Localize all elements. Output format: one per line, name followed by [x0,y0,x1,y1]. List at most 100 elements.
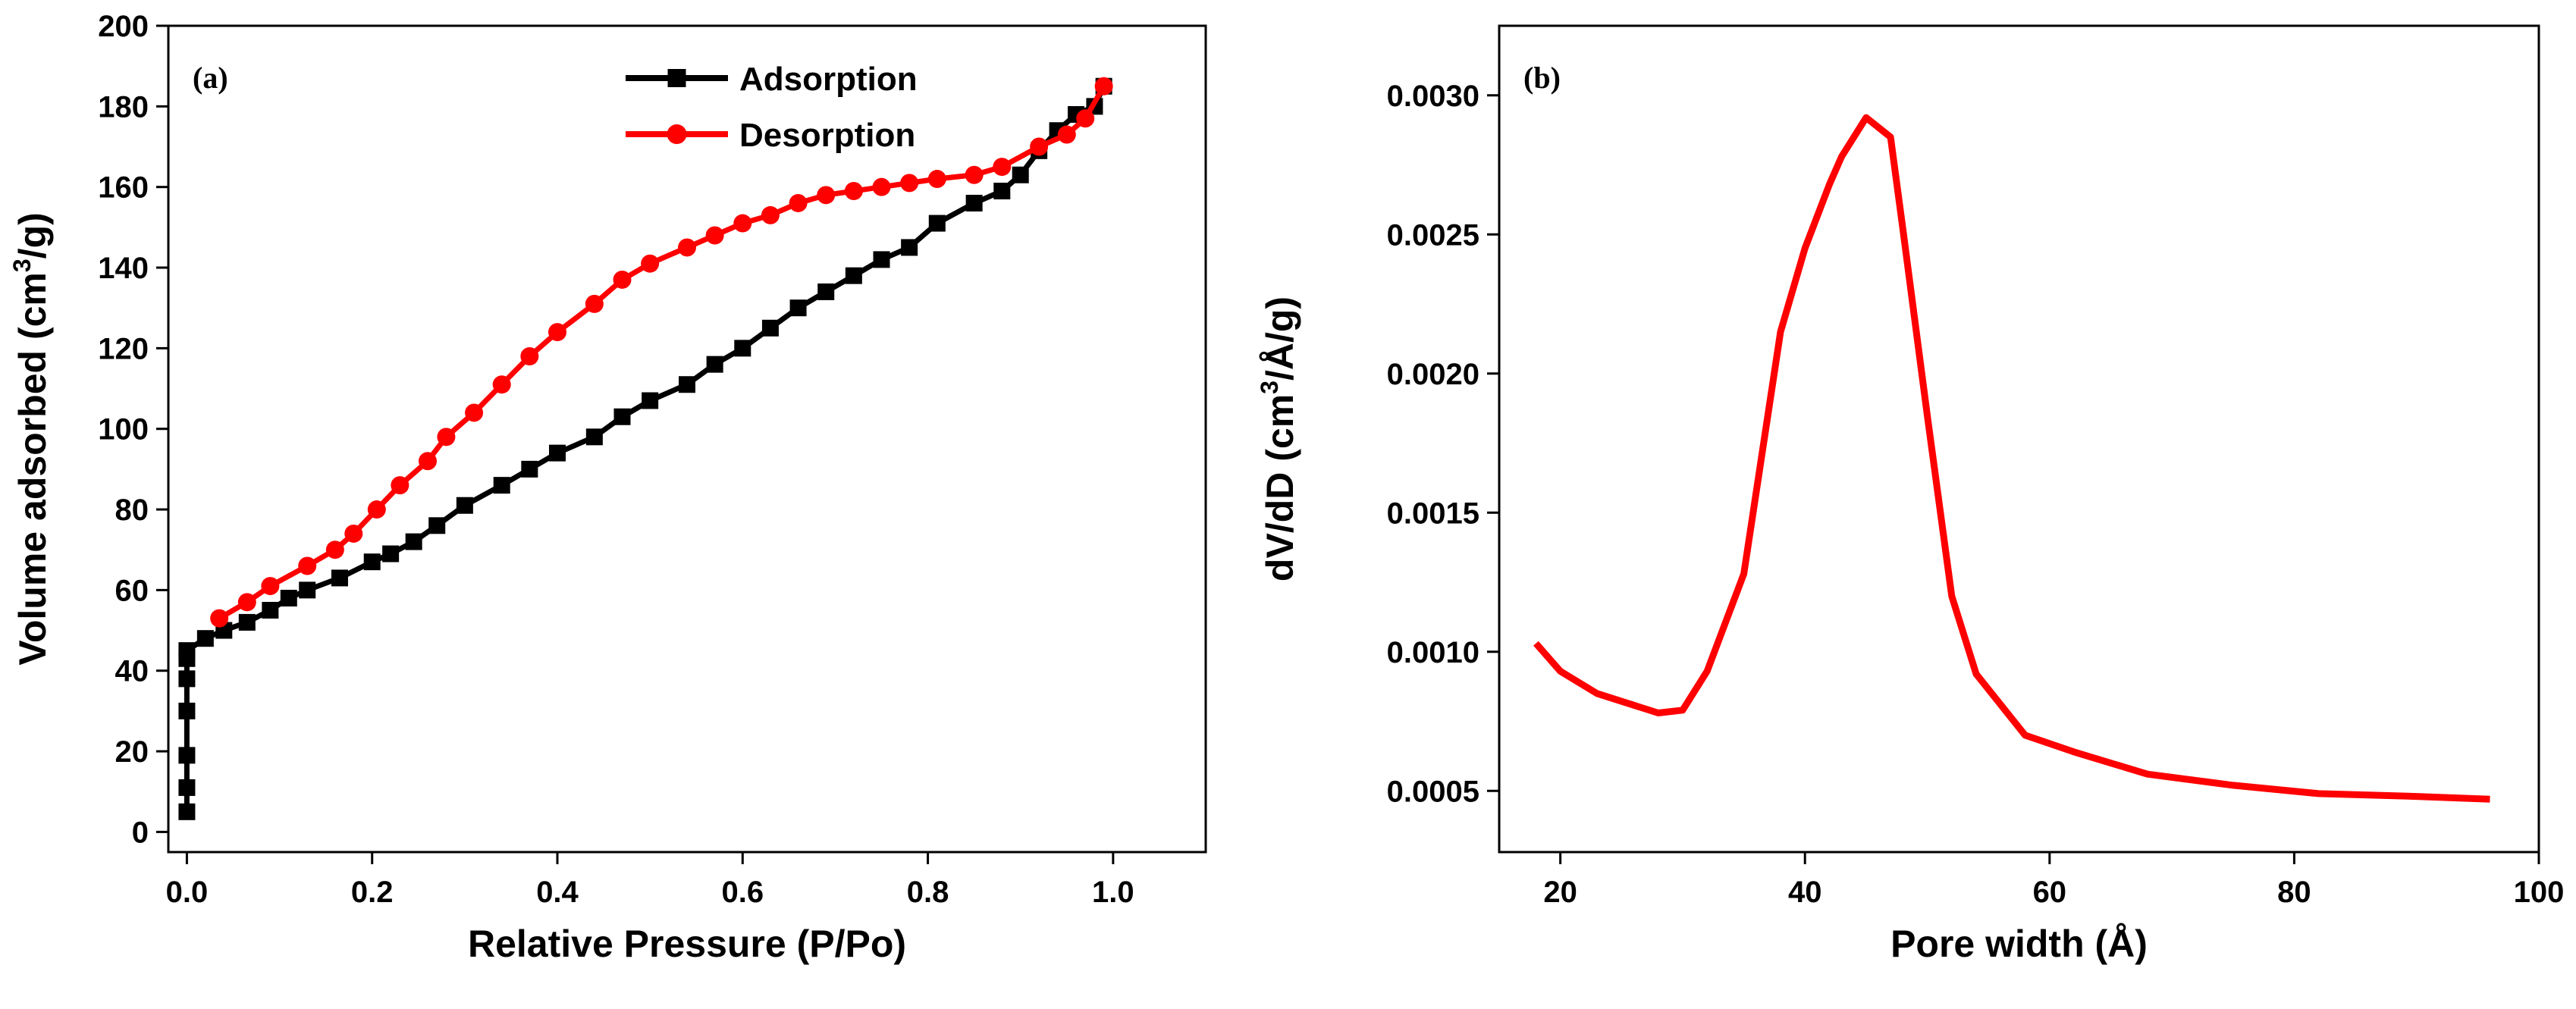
y-axis-label-superscript: 3 [8,259,36,272]
data-point [641,254,660,273]
y-tick-label: 0.0025 [1387,218,1479,252]
data-point [492,375,511,394]
y-tick-label: 180 [98,90,149,124]
y-axis-label: dV/dD (cm3/Å/g) [1256,296,1301,581]
data-point [642,392,659,409]
data-point [1094,77,1113,96]
panel-a-adsorption-isotherm: 0.0 0.2 0.4 0.6 0.8 1.0 0 20 40 60 80 100 120 140 160 1… [8,10,1207,965]
data-point [405,533,422,550]
data-point [965,194,983,212]
data-point [178,642,196,660]
data-point [419,452,437,471]
data-point [344,524,363,543]
y-axis-label-main: Volume adsorbed (cm [11,272,54,666]
data-point [178,803,196,820]
x-tick-label: 0.2 [351,876,394,909]
y-tick-label: 0.0020 [1387,358,1479,391]
series-line [1533,114,2490,803]
data-point [1057,125,1076,144]
y-tick-label: 0.0010 [1387,636,1479,669]
data-point [210,609,229,628]
series-pore-size-distribution [1533,114,2490,803]
x-tick-label: 60 [2033,876,2067,909]
data-point [391,476,409,495]
panel-label: (b) [1523,61,1561,95]
data-point [325,541,344,559]
y-tick-label: 20 [115,735,149,769]
data-point [428,517,446,534]
x-tick-label: 0.0 [166,876,209,909]
data-point [679,376,695,393]
y-tick-label: 160 [98,171,149,205]
x-tick-label: 0.4 [536,876,579,909]
data-point [901,239,918,256]
data-point [437,428,456,447]
data-point [1076,109,1095,128]
data-point [178,702,196,719]
y-axis-label: Volume adsorbed (cm3/g) [8,212,54,666]
data-point [928,215,946,232]
data-point [761,205,780,224]
data-point [521,460,538,478]
data-point [549,444,566,462]
x-axis-label: Pore width (Å) [1890,923,2148,965]
data-point [761,319,779,337]
data-point [927,170,946,189]
panel-b-pore-size-distribution: 20 40 60 80 100 0.0005 0.0010 0.0015 0.0020 0.002… [1256,24,2564,965]
y-tick-label: 140 [98,252,149,285]
y-tick-label: 40 [115,655,149,688]
y-axis-label-superscript: 3 [1256,381,1283,394]
data-point [456,497,473,514]
data-point [262,601,279,619]
data-point [298,556,317,575]
data-point [706,356,723,373]
data-point [585,294,604,313]
panel-label: (a) [193,61,228,95]
data-point [1012,166,1029,183]
x-tick-label: 40 [1788,876,1822,909]
data-point [585,428,603,446]
data-point [845,267,862,284]
y-tick-label: 100 [98,413,149,447]
data-point [178,747,196,764]
data-point [238,613,256,631]
y-tick-label: 0.0005 [1387,775,1479,808]
series-desorption [210,77,1113,628]
data-point [1030,137,1049,156]
y-tick-label: 0.0015 [1387,497,1479,530]
legend-marker [667,69,686,87]
data-point [237,593,256,612]
y-tick-label: 80 [115,494,149,527]
data-point [367,500,386,519]
data-point [520,347,539,365]
data-point [196,630,214,647]
x-tick-label: 1.0 [1092,876,1134,909]
data-point [817,283,835,300]
data-point [363,553,381,571]
data-point [178,779,196,796]
y-tick-label: 200 [98,10,149,43]
legend: Adsorption Desorption [626,61,918,154]
x-tick-label: 20 [1543,876,1577,909]
data-point [817,186,836,205]
y-tick-label: 60 [115,574,149,607]
series-adsorption [178,77,1112,820]
data-point [844,182,863,200]
data-point [734,340,751,357]
data-point [613,270,632,289]
data-point [733,214,752,233]
data-point [678,238,696,257]
data-point [548,323,566,342]
data-point [178,670,196,688]
y-axis-label-tail: /g) [11,212,54,259]
plot-frame [167,24,1207,854]
x-axis-label: Relative Pressure (P/Po) [468,923,906,965]
y-axis-label-tail: /Å/g) [1259,296,1301,381]
data-point [493,477,510,494]
data-point [900,174,919,193]
data-point [872,177,891,196]
data-point [993,158,1012,177]
legend-label: Desorption [739,117,915,154]
data-point [613,408,631,425]
